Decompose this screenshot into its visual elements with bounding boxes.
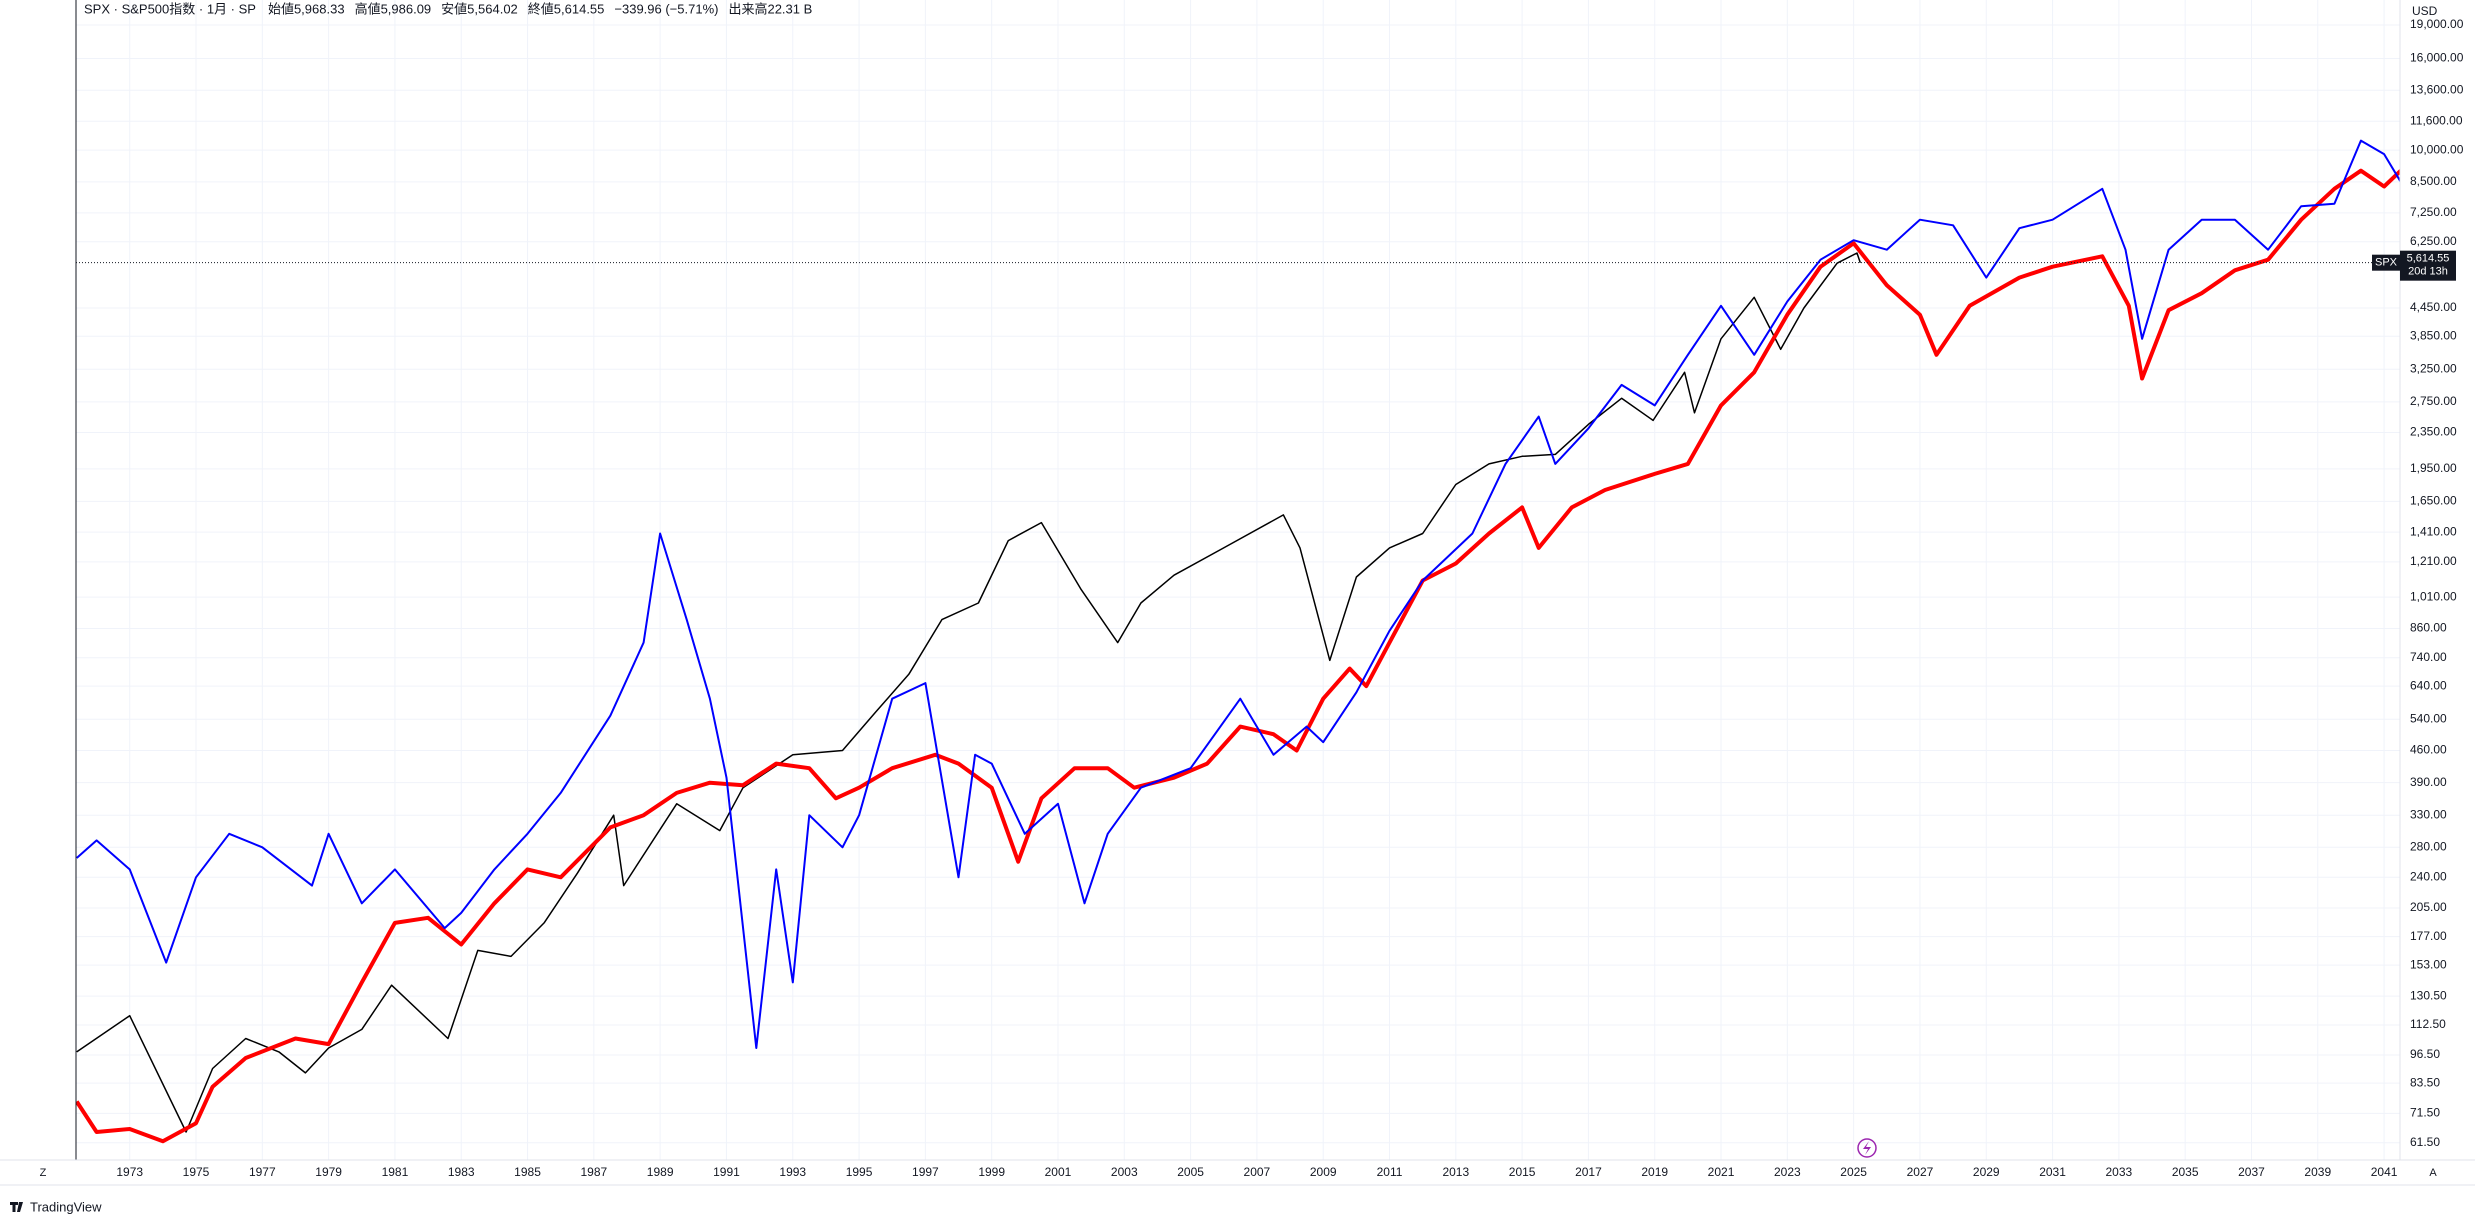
x-tick-label: 2007 [1244, 1165, 1271, 1179]
y-tick-label: 83.50 [2410, 1075, 2440, 1089]
y-tick-label: 280.00 [2410, 839, 2447, 853]
y-tick-label: 240.00 [2410, 869, 2447, 883]
series-line [76, 168, 2400, 1144]
y-tick-label: 16,000.00 [2410, 51, 2464, 65]
price-label-box [2400, 250, 2456, 281]
x-tick-label: 1999 [978, 1165, 1005, 1179]
y-tick-label: 205.00 [2410, 900, 2447, 914]
ohlc-value: 安値5,564.02 [441, 1, 518, 16]
x-tick-label: 1979 [315, 1165, 342, 1179]
y-tick-label: 61.50 [2410, 1135, 2440, 1149]
series-line [76, 252, 1862, 1133]
y-tick-label: 177.00 [2410, 929, 2447, 943]
x-tick-label: 2009 [1310, 1165, 1337, 1179]
y-tick-label: 3,850.00 [2410, 328, 2457, 342]
x-tick-label: 2015 [1509, 1165, 1536, 1179]
y-tick-label: 71.50 [2410, 1106, 2440, 1120]
button-z[interactable]: Z [40, 1167, 47, 1179]
x-tick-label: 1995 [846, 1165, 873, 1179]
x-tick-label: 2037 [2238, 1165, 2265, 1179]
x-tick-label: 2035 [2172, 1165, 2199, 1179]
x-tick-label: 1987 [580, 1165, 607, 1179]
x-tick-label: 1997 [912, 1165, 939, 1179]
y-tick-label: 330.00 [2410, 807, 2447, 821]
x-tick-label: 1991 [713, 1165, 740, 1179]
price-label: 5,614.55 [2407, 253, 2450, 265]
x-tick-label: 1983 [448, 1165, 475, 1179]
x-tick-label: 2003 [1111, 1165, 1138, 1179]
ohlc-value: 出来高22.31 B [728, 1, 812, 16]
y-tick-label: 10,000.00 [2410, 142, 2464, 156]
symbol: SPX · S&P500指数 · 1月 · SP [84, 1, 256, 16]
ohlc-value: 終値5,614.55 [528, 1, 605, 16]
y-tick-label: 390.00 [2410, 775, 2447, 789]
y-tick-label: 1,950.00 [2410, 461, 2457, 475]
currency: USD [2412, 4, 2438, 18]
x-tick-label: 2025 [1840, 1165, 1867, 1179]
y-tick-label: 112.50 [2410, 1017, 2446, 1031]
x-tick-label: 2005 [1177, 1165, 1204, 1179]
x-tick-label: 2001 [1045, 1165, 1072, 1179]
price-symbol: SPX [2375, 257, 2398, 269]
x-tick-label: 2019 [1641, 1165, 1668, 1179]
brand: TradingView [30, 1199, 102, 1214]
y-tick-label: 740.00 [2410, 650, 2447, 664]
x-tick-label: 2017 [1575, 1165, 1602, 1179]
header: SPX · S&P500指数 · 1月 · SP 始値5,968.33 高値5,9… [84, 1, 812, 16]
y-tick-label: 4,450.00 [2410, 300, 2457, 314]
ohlc-value: −339.96 (−5.71%) [614, 1, 718, 16]
y-tick-label: 96.50 [2410, 1047, 2440, 1061]
countdown: 20d 13h [2408, 266, 2448, 278]
x-tick-label: 2039 [2304, 1165, 2331, 1179]
y-tick-label: 7,250.00 [2410, 205, 2457, 219]
y-tick-label: 1,210.00 [2410, 554, 2457, 568]
x-tick-label: 1993 [779, 1165, 806, 1179]
x-tick-label: 2021 [1708, 1165, 1735, 1179]
y-tick-label: 153.00 [2410, 957, 2447, 971]
ohlc-value: 始値5,968.33 [268, 1, 345, 16]
event-bolt [1863, 1141, 1871, 1155]
y-tick-label: 640.00 [2410, 678, 2447, 692]
y-tick-label: 19,000.00 [2410, 17, 2464, 31]
y-tick-label: 3,250.00 [2410, 361, 2457, 375]
brand-logo [10, 1202, 23, 1212]
x-tick-label: 1989 [647, 1165, 674, 1179]
x-tick-label: 2013 [1442, 1165, 1469, 1179]
price-symbol-box [2372, 254, 2400, 271]
x-tick-label: 1973 [116, 1165, 143, 1179]
x-tick-label: 1981 [382, 1165, 409, 1179]
y-tick-label: 1,650.00 [2410, 494, 2457, 508]
plot-area [76, 139, 2400, 1144]
y-tick-label: 1,410.00 [2410, 524, 2457, 538]
ohlc-value: 高値5,986.09 [355, 1, 432, 16]
y-tick-label: 860.00 [2410, 621, 2447, 635]
y-tick-label: 1,010.00 [2410, 589, 2457, 603]
y-tick-label: 11,600.00 [2410, 113, 2463, 127]
x-tick-label: 2031 [2039, 1165, 2066, 1179]
button-a[interactable]: A [2429, 1167, 2437, 1179]
y-tick-label: 13,600.00 [2410, 82, 2464, 96]
x-tick-label: 1985 [514, 1165, 541, 1179]
x-tick-label: 2041 [2371, 1165, 2398, 1179]
y-tick-label: 8,500.00 [2410, 174, 2457, 188]
x-tick-label: 2033 [2106, 1165, 2133, 1179]
y-tick-label: 6,250.00 [2410, 234, 2457, 248]
x-tick-label: 2027 [1907, 1165, 1934, 1179]
series-line [76, 139, 2400, 1049]
grid [76, 0, 2400, 1160]
y-tick-label: 130.50 [2410, 988, 2447, 1002]
x-tick-label: 2023 [1774, 1165, 1801, 1179]
x-tick-label: 2029 [1973, 1165, 2000, 1179]
x-tick-label: 1975 [183, 1165, 210, 1179]
y-tick-label: 540.00 [2410, 711, 2447, 725]
y-tick-label: 2,350.00 [2410, 425, 2457, 439]
event-icon[interactable] [1857, 1138, 1877, 1158]
y-tick-label: 2,750.00 [2410, 394, 2457, 408]
x-tick-label: 1977 [249, 1165, 276, 1179]
x-tick-label: 2011 [1377, 1165, 1403, 1179]
y-tick-label: 460.00 [2410, 743, 2447, 757]
